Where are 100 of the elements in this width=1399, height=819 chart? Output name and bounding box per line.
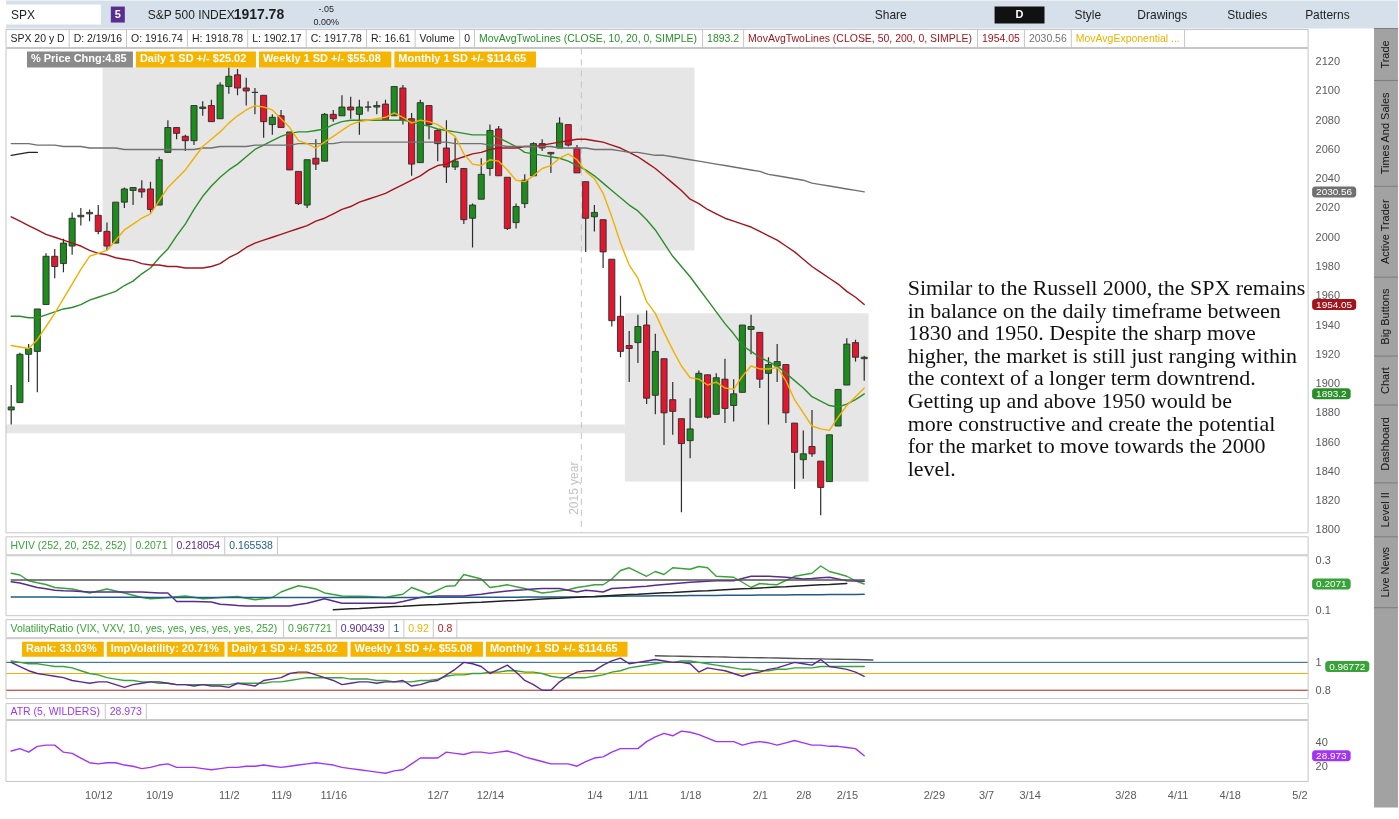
text: 0 (464, 32, 471, 44)
y-tick-label: 1880 (1315, 406, 1341, 419)
y-tick-label: 2080 (1315, 113, 1341, 126)
x-tick-label: 11/16 (320, 788, 348, 801)
candlestick (625, 330, 633, 383)
text: L: 1902.17 (252, 32, 302, 44)
y-tick-label: 0.3 (1315, 554, 1331, 567)
text: 28.973 (1316, 749, 1348, 761)
y-tick-label: 2000 (1315, 230, 1341, 243)
y-tick-label: 1820 (1315, 494, 1341, 507)
ref-line-label: 0.92 (408, 622, 429, 634)
text: S&P 500 INDEX (147, 7, 235, 22)
text: 1893.2 (1316, 387, 1348, 399)
text: Drawings (1137, 7, 1188, 22)
y-tick-label: 1 (1315, 655, 1322, 668)
ref-line-label: 0.8 (437, 622, 453, 634)
chart-title: SPX 20 y D (10, 32, 66, 44)
annotation: % Price Chng:4.85 (30, 52, 127, 65)
y-tick-label: 20 (1315, 759, 1328, 772)
x-tick-label: 11/9 (271, 788, 292, 801)
line-series (10, 730, 865, 774)
x-tick-label: 4/18 (1219, 788, 1241, 801)
text: Times And Sales (1379, 91, 1392, 175)
line-series (332, 582, 848, 611)
x-tick-label: 3/7 (978, 788, 995, 801)
text: MovAvgTwoLines (CLOSE, 10, 20, 0, SIMPLE) (478, 32, 697, 44)
annotation: Daily 1 SD +/- $25.02 (139, 52, 247, 65)
text: 0.165538 (229, 539, 274, 551)
candlestick (547, 151, 555, 174)
text: Style (1074, 7, 1102, 22)
annotation: Daily 1 SD +/- $25.02 (231, 642, 338, 655)
x-tick-label: 2/1 (752, 788, 768, 801)
text: 0.2071 (135, 539, 168, 551)
text: 0.96772 (1329, 660, 1366, 672)
y-tick-label: 0.1 (1315, 604, 1331, 617)
y-tick-label: 1920 (1315, 347, 1341, 360)
text: 0.900439 (340, 622, 385, 634)
text: 0.00% (313, 16, 340, 27)
annotation: Weekly 1 SD +/- $55.08 (354, 642, 473, 655)
text: 1954.05 (982, 32, 1021, 44)
annotation: Monthly 1 SD +/- $114.65 (398, 52, 527, 65)
y-tick-label: 1900 (1315, 377, 1341, 390)
candlestick (564, 123, 572, 148)
text: D: 2/19/16 (73, 32, 123, 44)
y-tick-label: 2100 (1315, 84, 1341, 97)
y-tick-label: 2120 (1315, 55, 1341, 68)
text: D (1015, 7, 1024, 20)
x-tick-label: 2/29 (923, 788, 946, 801)
text: 0.218054 (176, 539, 221, 551)
x-tick-label: 5/2 (1292, 788, 1308, 801)
y-tick-label: 1860 (1315, 435, 1341, 448)
text: C: 1917.78 (310, 32, 363, 44)
y-tick-label: 2020 (1315, 201, 1341, 214)
y-tick-label: 2060 (1315, 142, 1341, 155)
text: Studies (1227, 7, 1268, 22)
line-series (10, 575, 865, 607)
y-tick-label: 1940 (1315, 318, 1341, 331)
text: Chart (1379, 367, 1392, 394)
x-tick-label: 3/14 (1019, 788, 1041, 801)
annotation: 2015 year (567, 461, 582, 515)
text: Patterns (1305, 7, 1350, 22)
x-tick-label: 3/28 (1115, 788, 1137, 801)
candlestick (355, 99, 363, 136)
text: Level II (1379, 492, 1392, 528)
x-tick-label: 1/11 (628, 788, 649, 801)
text: Similar to the Russell 2000, the SPX remains in balance on the daily timeframe between 1830 and 1950. Despite the sharp move higher, the market is still just ranging within the context of a longer term downtrend. Getting up and above 1950 would be more constructive and create the potential for the market to move towards the 2000 level. (907, 275, 1306, 481)
ref-line-label: 1 (393, 622, 400, 634)
line-series (10, 565, 865, 601)
text: Active Trader (1379, 199, 1392, 265)
x-tick-label: 12/14 (476, 788, 505, 801)
chart-title: HVIV (252, 20, 252, 252) (10, 539, 127, 551)
text: Dashboard (1379, 417, 1392, 471)
text: H: 1918.78 (191, 32, 244, 44)
x-tick-label: 10/12 (85, 788, 113, 801)
annotation: Monthly 1 SD +/- $114.65 (489, 642, 618, 655)
y-tick-label: 2040 (1315, 172, 1341, 185)
x-tick-label: 4/11 (1167, 788, 1189, 801)
text: 0.967721 (288, 622, 332, 634)
text: Trade (1379, 40, 1392, 69)
y-tick-label: 1840 (1315, 464, 1341, 477)
chart-title: ATR (5, WILDERS) (10, 705, 100, 717)
text: 2030.56 (1028, 32, 1067, 44)
candlestick (242, 77, 250, 107)
x-tick-label: 1/4 (587, 788, 603, 801)
x-tick-label: 11/2 (219, 788, 240, 801)
y-tick-label: 0.8 (1315, 683, 1331, 696)
x-tick-label: 1/18 (679, 788, 702, 801)
text: Live News (1379, 546, 1392, 598)
text: 1893.2 (707, 32, 740, 44)
annotation: ImpVolatility: 20.71% (110, 642, 220, 655)
text: 2030.56 (1316, 185, 1353, 197)
annotation: Weekly 1 SD +/- $55.08 (262, 52, 381, 65)
annotation: Rank: 33.03% (25, 642, 97, 655)
text: Big Buttons (1379, 288, 1392, 345)
x-tick-label: 10/19 (145, 788, 174, 801)
y-tick-label: 1800 (1315, 523, 1341, 536)
text: -.05 (318, 3, 335, 14)
candlestick (7, 384, 15, 426)
text: MovAvgExponential ... (1075, 32, 1180, 44)
y-tick-label: 1980 (1315, 260, 1341, 273)
